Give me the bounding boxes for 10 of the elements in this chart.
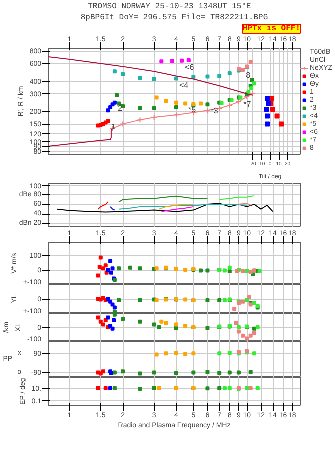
annotation: *7: [244, 100, 252, 109]
annotation: *3: [210, 106, 219, 116]
annotation: *5: [188, 106, 197, 115]
annotation: 1: [111, 122, 116, 132]
chart-subtitle: 8pBP6It DoY= 296.575 File= TR822211.BPG: [80, 14, 268, 22]
annotation: 8: [246, 70, 252, 80]
annotation: <6: [185, 62, 195, 72]
annotation: 2: [118, 104, 123, 113]
chart-title: TROMSO NORWAY 25-10-23 1348UT 15°E: [88, 2, 252, 12]
annotation: <4: [179, 80, 190, 90]
